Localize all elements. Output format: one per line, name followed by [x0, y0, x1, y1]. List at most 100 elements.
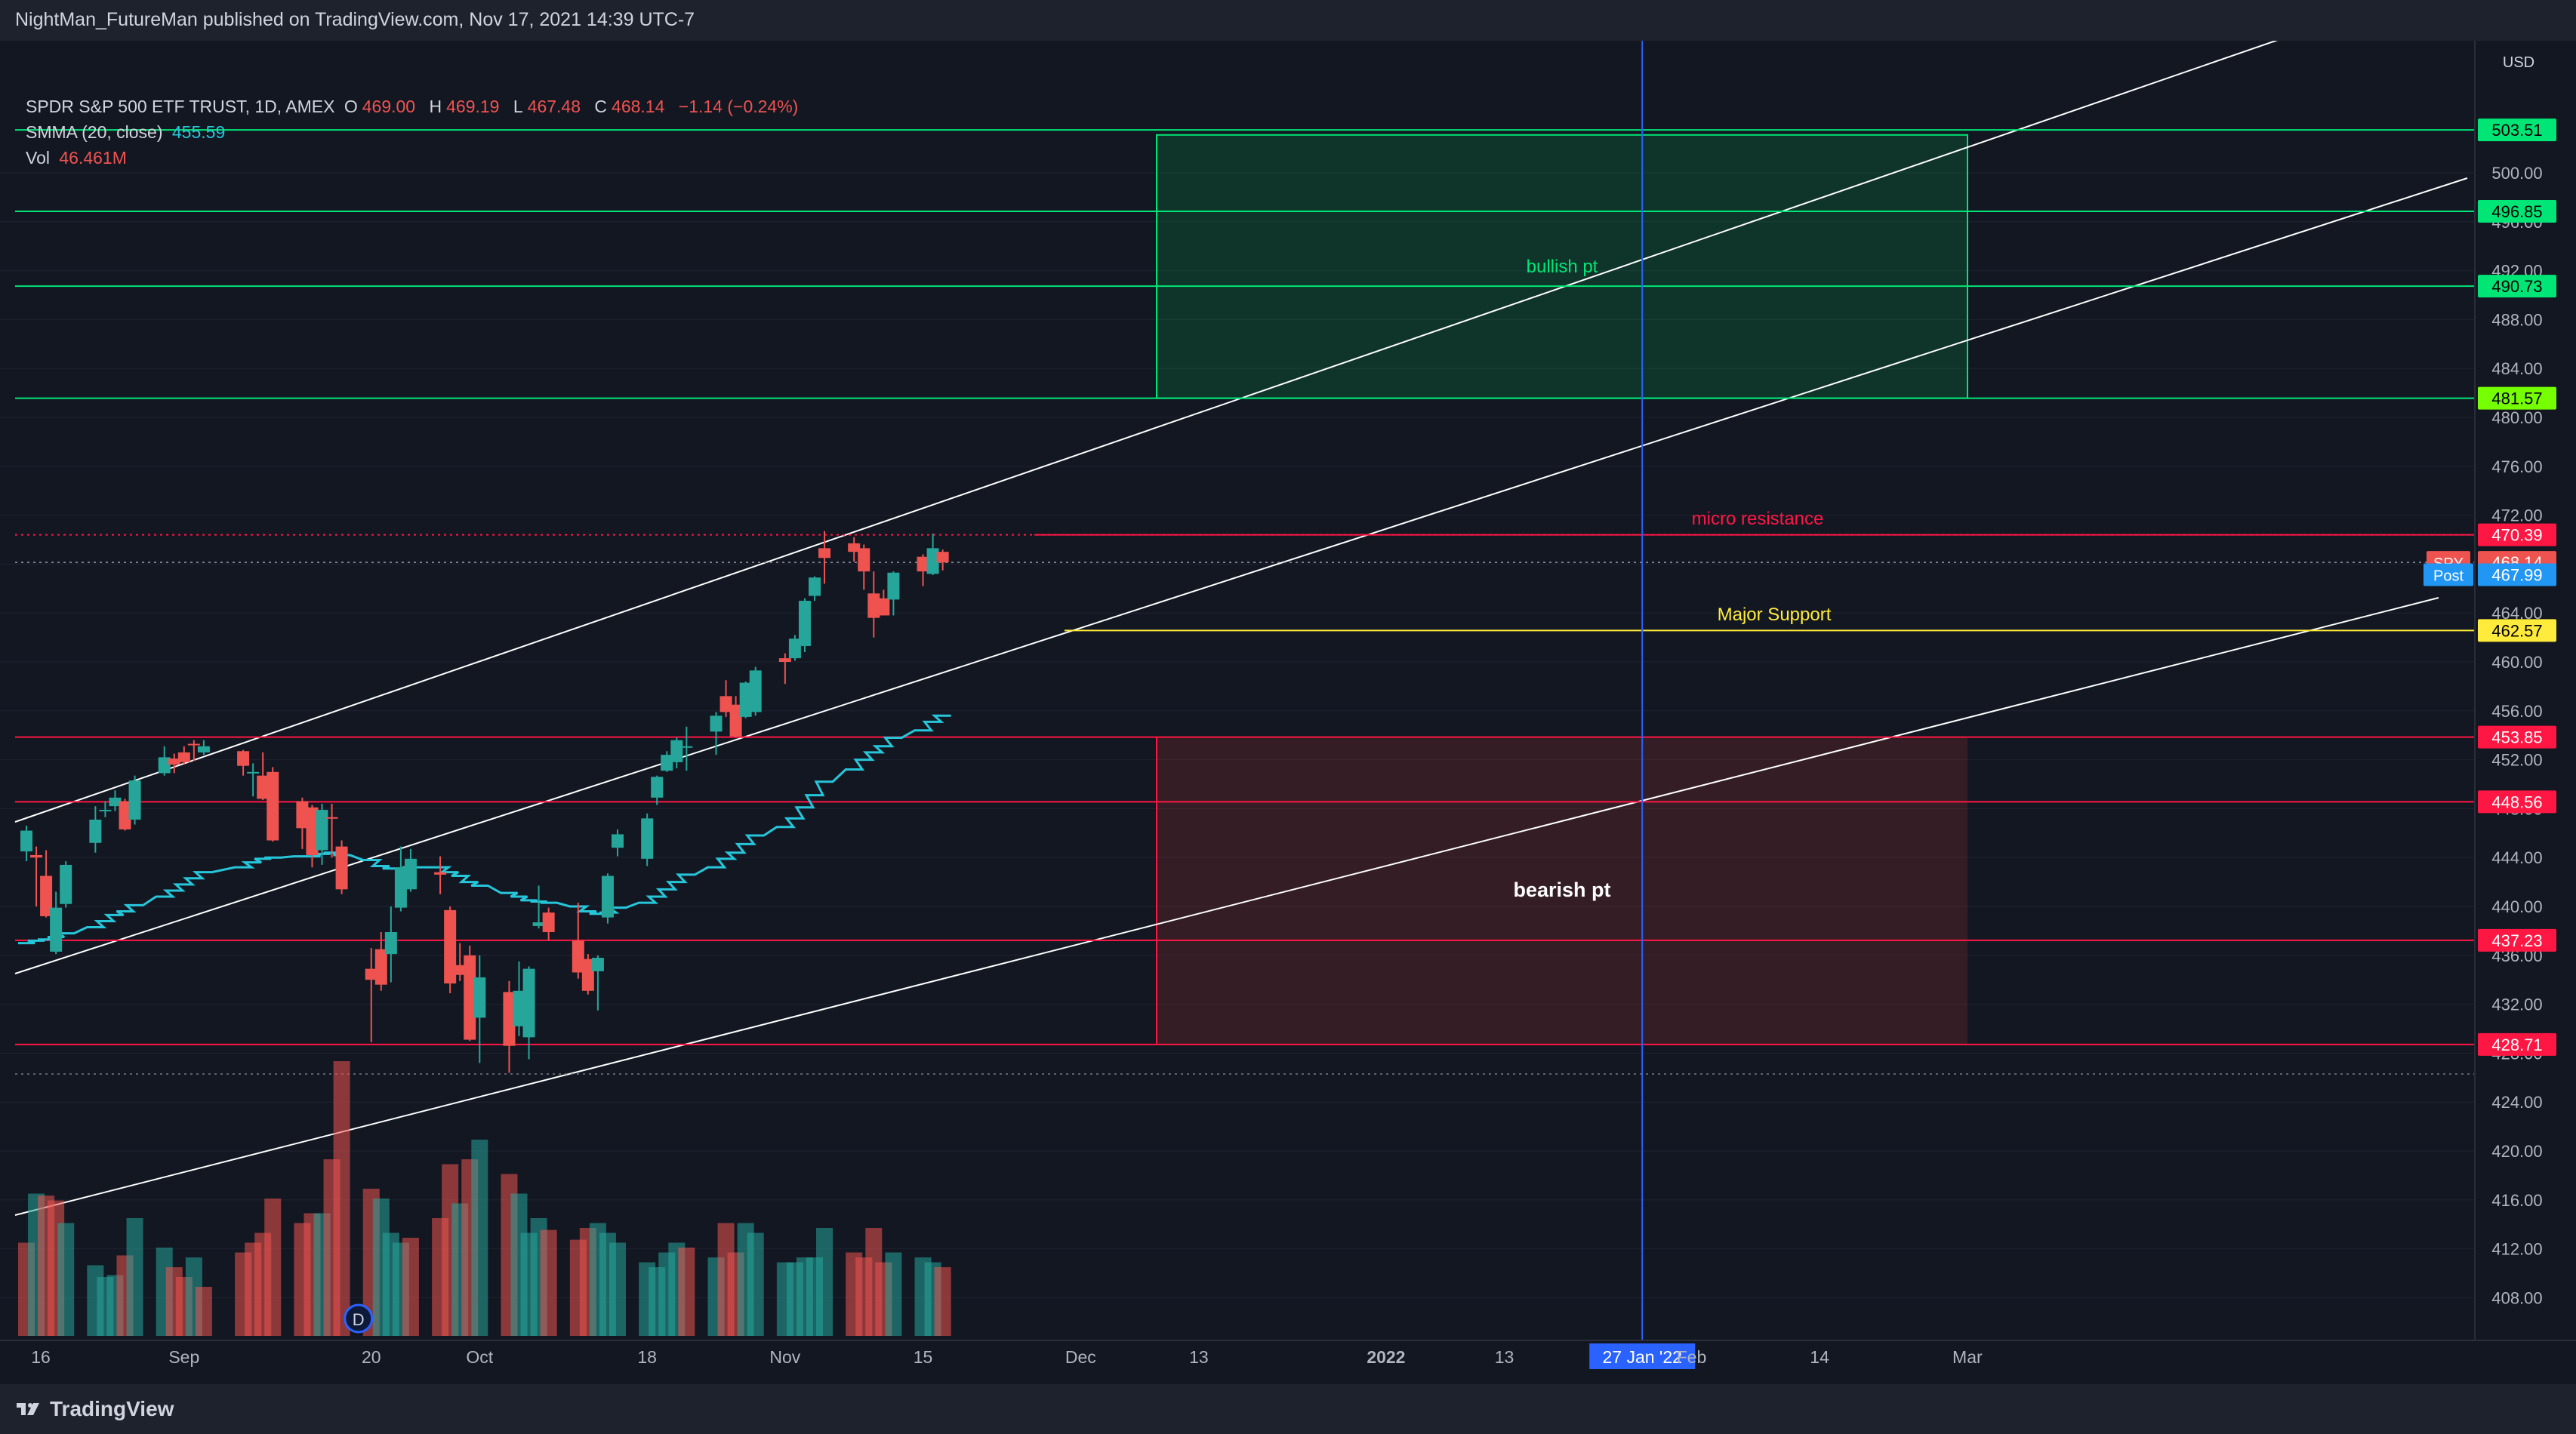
- candle-body: [267, 771, 279, 841]
- level-price-tag-label: 462.57: [2491, 621, 2542, 640]
- post-price-tag: [2478, 563, 2556, 586]
- volume-bar: [609, 1242, 626, 1336]
- smma-line: [18, 714, 951, 945]
- candle-body: [473, 977, 486, 1018]
- legend-change: −1.14 (−0.24%): [678, 97, 799, 116]
- legend-low-label: L: [513, 97, 523, 116]
- time-tick-label: 18: [637, 1347, 657, 1367]
- level-price-tag-label: 453.85: [2491, 728, 2542, 747]
- highlighted-date-tag: [1589, 1343, 1696, 1369]
- price-tick-label: 444.00: [2491, 848, 2542, 867]
- price-chart[interactable]: bullish pt bearish pt micro resistance Majo…: [0, 41, 2576, 1384]
- candle-body: [818, 548, 831, 559]
- legend-smma-label: SMMA (20, close): [26, 122, 163, 142]
- level-price-tag: [2478, 1032, 2556, 1056]
- candle-body: [464, 955, 476, 1040]
- candle-body: [887, 572, 900, 600]
- price-tick-label: 472.00: [2491, 506, 2542, 525]
- tradingview-brand: TradingView: [50, 1397, 174, 1420]
- level-price-tag: [2478, 523, 2556, 546]
- candle-body: [798, 601, 811, 646]
- candle-body: [177, 752, 190, 762]
- candle-body: [612, 834, 624, 848]
- candle-body: [316, 810, 328, 851]
- legend-smma-row[interactable]: SMMA (20, close) 455.59: [26, 119, 803, 145]
- candle-body: [197, 746, 210, 752]
- time-tick-label: Sep: [168, 1347, 199, 1367]
- volume-bars: [18, 1061, 951, 1336]
- price-axis[interactable]: 500.00496.00492.00488.00484.00480.00476.…: [2423, 41, 2576, 1384]
- time-tick-label: Dec: [1065, 1347, 1096, 1367]
- time-axis[interactable]: 16 Sep 20 Oct 18 Nov 15 Dec 13 2022 13 27 Jan '22Fe…: [0, 1340, 2576, 1384]
- price-tick-label: 424.00: [2491, 1093, 2542, 1112]
- tradingview-logo[interactable]: TradingView: [15, 1397, 174, 1421]
- candle-body: [661, 755, 673, 771]
- candle-body: [20, 830, 32, 852]
- volume-bar: [126, 1218, 143, 1336]
- time-tick-label: 2022: [1367, 1347, 1405, 1367]
- legend-open: 469.00: [362, 97, 416, 116]
- level-price-tag: [2478, 790, 2556, 814]
- legend-high-label: H: [429, 97, 442, 116]
- candle-body: [404, 858, 417, 890]
- candle-body: [119, 801, 131, 829]
- legend-volume-row[interactable]: Vol 46.461M: [26, 145, 803, 171]
- level-price-tag-label: 490.73: [2491, 277, 2542, 296]
- time-tick-label: Mar: [1952, 1347, 1983, 1367]
- candle-body: [877, 598, 890, 616]
- level-price-tag: [2478, 200, 2556, 223]
- candle-body: [158, 757, 171, 774]
- candle-body: [581, 959, 594, 991]
- candle-body: [719, 696, 732, 712]
- level-price-tag: [2478, 619, 2556, 642]
- bearish-label: bearish pt: [1513, 879, 1610, 901]
- candle-body: [247, 771, 260, 774]
- candle-body: [848, 543, 861, 552]
- candle-body: [444, 909, 457, 984]
- level-price-tag-label: 481.57: [2491, 389, 2542, 408]
- candle-body: [788, 639, 801, 659]
- legend-close-label: C: [594, 97, 608, 116]
- level-price-tag: [2478, 928, 2556, 952]
- candlesticks: [20, 531, 949, 1073]
- candle-body: [641, 818, 654, 859]
- candle-body: [513, 990, 525, 1026]
- time-tick-label: 16: [31, 1347, 51, 1367]
- level-price-tag: [2478, 118, 2556, 142]
- candle-body: [60, 864, 72, 904]
- legend-symbol[interactable]: SPDR S&P 500 ETF TRUST, 1D, AMEX: [26, 97, 335, 116]
- candle-body: [749, 670, 762, 712]
- time-tick-label: Feb: [1677, 1347, 1707, 1367]
- candle-body: [739, 682, 752, 717]
- price-tick-label: 488.00: [2491, 310, 2542, 329]
- price-tick-label: 476.00: [2491, 457, 2542, 476]
- price-tick-label: 412.00: [2491, 1240, 2542, 1259]
- brand-bar: TradingView: [0, 1384, 2576, 1434]
- candle-body: [187, 743, 200, 746]
- smma-path: [18, 714, 951, 945]
- candle-body: [40, 875, 53, 916]
- time-tick-label: 13: [1189, 1347, 1209, 1367]
- candle-body: [503, 992, 516, 1046]
- chart-area[interactable]: bullish pt bearish pt micro resistance Majo…: [0, 41, 2576, 1384]
- volume-bar: [747, 1232, 764, 1336]
- horizontal-levels: [15, 129, 2475, 1075]
- candle-body: [454, 965, 467, 975]
- candle-body: [237, 751, 250, 766]
- candle-body: [374, 949, 387, 985]
- price-tick-label: 460.00: [2491, 653, 2542, 672]
- candle-body: [168, 758, 180, 765]
- candle-body: [532, 922, 545, 926]
- legend-vol-value: 46.461M: [59, 148, 127, 168]
- candle-body: [384, 932, 397, 955]
- dividend-marker-icon: [344, 1303, 374, 1334]
- annotations: bullish pt bearish pt micro resistance Majo…: [344, 257, 1832, 1334]
- grid-lines: [0, 172, 2475, 1298]
- time-tick-label: 15: [914, 1347, 933, 1367]
- price-tick-label: 416.00: [2491, 1191, 2542, 1210]
- candle-body: [325, 817, 338, 819]
- trend-channel: [14, 41, 2468, 1216]
- candle-body: [601, 875, 614, 918]
- legend-symbol-row: SPDR S&P 500 ETF TRUST, 1D, AMEX O 469.00…: [26, 94, 803, 119]
- candle-body: [394, 867, 407, 908]
